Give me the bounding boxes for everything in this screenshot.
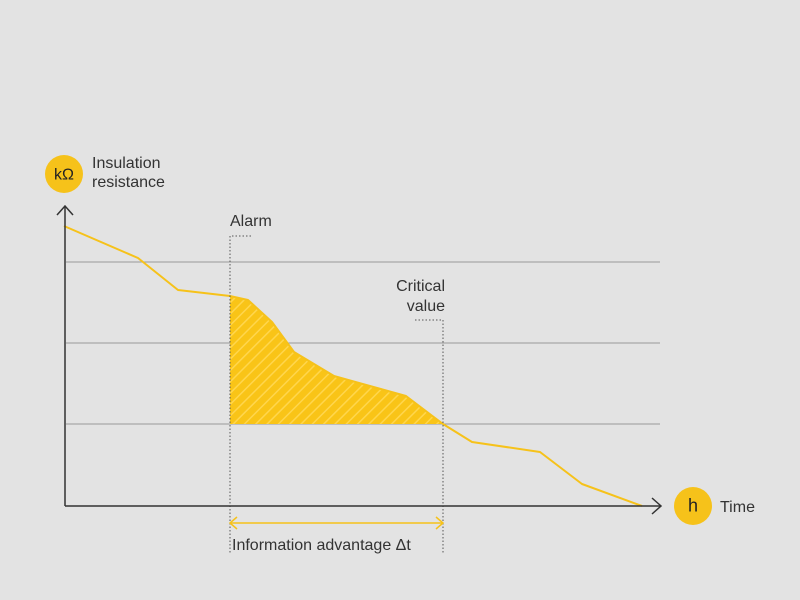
x-unit-badge-text: h (688, 496, 698, 516)
information-advantage-label: Information advantage Δt (232, 537, 411, 554)
y-axis-label-line1: Insulation (92, 155, 161, 172)
critical-value-label-line1: Critical (396, 278, 445, 295)
critical-marker-line (415, 319, 444, 554)
y-axis-label-line2: resistance (92, 174, 165, 191)
resistance-curve (63, 225, 643, 507)
x-axis-label: Time (720, 499, 755, 516)
critical-value-label-line2: value (407, 298, 445, 315)
advantage-area (230, 296, 443, 424)
x-axis-arrow-icon (651, 497, 663, 515)
y-unit-badge (45, 155, 83, 193)
y-axis-arrow-icon (56, 204, 74, 216)
advantage-arrow-right-icon (435, 516, 445, 530)
alarm-label: Alarm (230, 213, 272, 230)
y-unit-badge-text: kΩ (54, 167, 74, 184)
advantage-arrow-left-icon (228, 516, 238, 530)
x-unit-badge (674, 487, 712, 525)
alarm-marker-line (229, 235, 251, 554)
